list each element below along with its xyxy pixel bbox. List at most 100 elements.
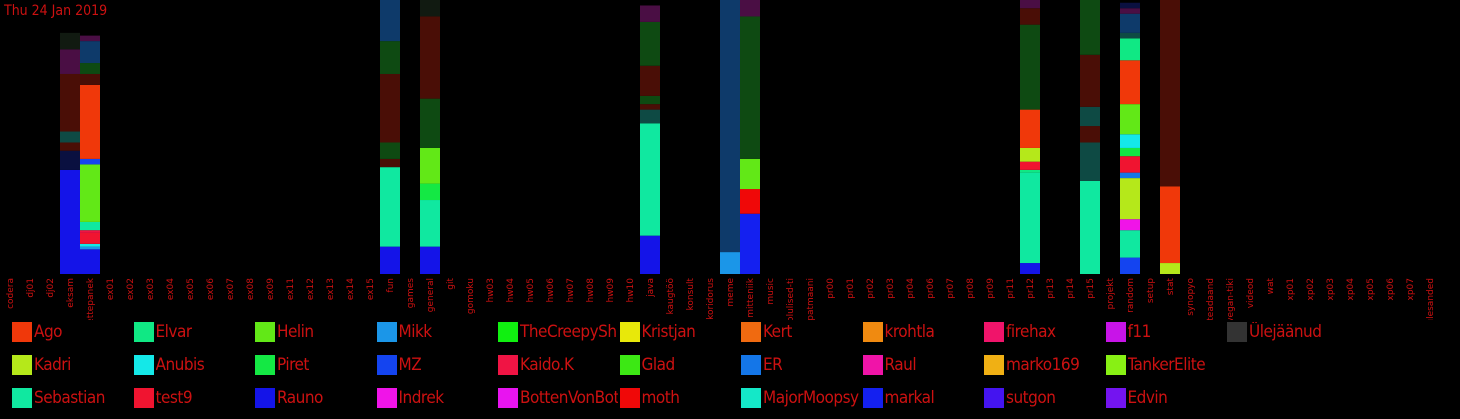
bar-segment-ettepanek-12: [80, 35, 100, 42]
legend-label: Piret: [277, 355, 309, 375]
bar-segment-pr15-4: [1080, 54, 1100, 107]
x-tick-label: ex02: [126, 278, 136, 300]
x-tick-label: hw04: [506, 278, 516, 303]
legend-label: Kristjan: [641, 322, 696, 342]
legend-label: krohtla: [884, 322, 935, 342]
x-tick-label: ex13: [326, 278, 336, 300]
x-tick-label: pr01: [846, 278, 856, 299]
x-tick-label: ex09: [266, 278, 276, 300]
bar-segment-eksam-3: [60, 131, 80, 143]
x-tick-label: ex12: [306, 278, 316, 300]
legend-swatch: [498, 322, 518, 342]
bar-segment-fun-6: [380, 0, 400, 42]
legend-item: firehax: [984, 320, 1056, 344]
x-tick-label: codera: [6, 278, 16, 309]
legend-swatch: [862, 388, 883, 408]
bar-segment-random-11: [1120, 32, 1140, 39]
legend-swatch: [255, 355, 275, 375]
bar-segment-fun-2: [380, 158, 400, 168]
legend-label: Mikk: [398, 322, 432, 342]
bar-segment-general-0: [420, 246, 440, 274]
legend-swatch: [12, 355, 32, 375]
date-label: Thu 24 Jan 2019: [4, 3, 108, 19]
legend-swatch: [1227, 322, 1247, 342]
legend-item: Edvin: [1105, 386, 1167, 410]
x-tick-label: koridorus: [706, 278, 716, 320]
legend-item: Ülejäänud: [1227, 320, 1321, 344]
legend-item: Sebastian: [12, 386, 105, 410]
x-tick-label: ex05: [186, 278, 196, 300]
x-tick-label: videod: [1246, 278, 1256, 308]
bar-segment-random-14: [1120, 2, 1140, 9]
bar-segment-ettepanek-8: [80, 84, 100, 159]
legend-swatch: [376, 388, 397, 408]
bar-segment-pr15-2: [1080, 126, 1100, 143]
x-tick-label: ex04: [166, 278, 176, 300]
bar-segment-pr15-0: [1080, 180, 1100, 274]
x-tick-label: pr13: [1046, 278, 1056, 299]
legend-label: Raul: [884, 355, 917, 375]
x-tick-label: patmaani: [806, 278, 816, 320]
bar-segment-random-10: [1120, 38, 1140, 61]
legend-swatch: [1105, 388, 1126, 408]
x-tick-label: ex07: [226, 278, 236, 300]
bar-segment-java-5: [640, 65, 660, 96]
x-tick-label: eksam: [66, 278, 76, 308]
legend-swatch: [619, 322, 640, 342]
bar-segment-random-13: [1120, 8, 1140, 14]
legend-label: Glad: [641, 355, 675, 375]
legend-item: Mikk: [376, 320, 432, 344]
legend-item: Indrek: [376, 386, 444, 410]
bar-segment-random-7: [1120, 134, 1140, 148]
legend-label: Kert: [763, 322, 792, 342]
legend-item: Piret: [255, 353, 309, 377]
legend-swatch: [498, 355, 518, 375]
legend-label: Kadri: [34, 355, 71, 375]
bar-segment-ettepanek-6: [80, 164, 100, 222]
x-tick-label: pr11: [1006, 278, 1016, 299]
bar-segment-random-12: [1120, 13, 1140, 33]
bar-segment-pr12-3: [1020, 161, 1040, 170]
x-tick-label: vegan-tiki: [1226, 278, 1236, 320]
legend-label: Elvar: [155, 322, 192, 342]
legend-item: MajorMoopsy: [741, 386, 859, 410]
bar-segment-eksam-1: [60, 150, 80, 170]
x-tick-label: gomoku: [466, 278, 476, 314]
legend-swatch: [1105, 322, 1126, 342]
x-tick-label: git: [446, 278, 456, 290]
bar-segment-random-9: [1120, 60, 1140, 105]
bar-segment-random-3: [1120, 178, 1140, 220]
legend-label: Ago: [34, 322, 63, 342]
bar-segment-random-1: [1120, 230, 1140, 258]
bar-segment-ettepanek-9: [80, 73, 100, 85]
legend-item: marko169: [984, 353, 1079, 377]
legend-swatch: [255, 388, 275, 408]
x-tick-label: xp01: [1286, 278, 1296, 301]
legend-item: f11: [1105, 320, 1151, 344]
legend-item: ER: [741, 353, 782, 377]
bar-segment-pr12-1: [1020, 172, 1040, 264]
bar-segment-pr12-5: [1020, 109, 1040, 148]
legend-swatch: [376, 355, 397, 375]
legend-item: Helin: [255, 320, 314, 344]
bar-segment-java-3: [640, 104, 660, 110]
x-tick-label: hw07: [566, 278, 576, 303]
x-tick-label: meme: [726, 278, 736, 307]
x-tick-label: projekt: [1106, 278, 1116, 310]
legend-label: ER: [763, 355, 783, 375]
legend-label: sutgon: [1006, 388, 1056, 408]
x-tick-label: hw09: [606, 278, 616, 303]
x-tick-label: xp06: [1386, 278, 1396, 301]
bar-segment-fun-0: [380, 246, 400, 274]
x-tick-label: dj02: [46, 278, 56, 298]
x-tick-label: pr08: [966, 278, 976, 299]
bar-segment-stat-0: [1160, 263, 1180, 274]
bar-segment-ettepanek-1: [80, 246, 100, 250]
x-tick-label: ettepanek: [86, 277, 96, 320]
x-tick-label: fun: [386, 278, 396, 293]
x-tick-label: xp02: [1306, 278, 1316, 301]
legend-item: Ago: [12, 320, 62, 344]
bar-segment-java-6: [640, 21, 660, 66]
legend-label: MajorMoopsy: [763, 388, 859, 408]
bar-segment-fun-3: [380, 142, 400, 159]
